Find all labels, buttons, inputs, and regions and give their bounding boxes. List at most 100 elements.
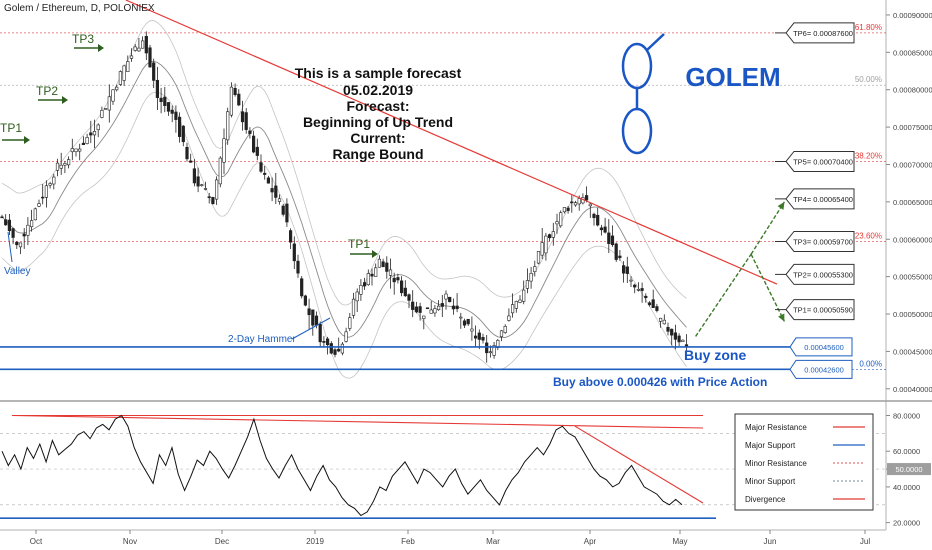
annotation-line-3: Forecast:	[346, 98, 409, 114]
candle-body	[303, 295, 308, 306]
candle-body	[525, 280, 529, 289]
forecast-up-arrow-segment	[695, 253, 752, 337]
candle-body	[577, 198, 581, 205]
candle-body	[92, 131, 97, 136]
candle-body	[359, 285, 363, 295]
legend-label: Major Resistance	[745, 423, 807, 432]
candle-body	[411, 301, 415, 310]
tp2-left-label: TP2	[36, 84, 58, 98]
band-middle	[1, 60, 687, 339]
candle-body	[229, 86, 234, 116]
candle-body	[318, 324, 322, 343]
candle-body	[625, 266, 629, 274]
candle-body	[85, 137, 89, 144]
candle-body	[44, 185, 48, 198]
candle-body	[200, 184, 204, 187]
price-axis: 0.00090000 0.00085000 0.00080000 0.00075000…	[886, 11, 932, 394]
fib-label: 50.00%	[855, 75, 882, 84]
candle-body	[425, 307, 430, 310]
forecast-down-arrow-segment	[750, 253, 786, 322]
time-tick-label: Dec	[215, 537, 229, 546]
tp-boxes: TP6= 0.00087600 TP5= 0.00070400 TP4= 0.000…	[775, 22, 855, 379]
candle-body	[215, 179, 219, 200]
candle-body	[255, 146, 259, 156]
rsi-tick-label: 60.0000	[893, 447, 920, 456]
candle-body	[488, 351, 493, 354]
hammer-pointer	[291, 317, 331, 340]
forecast-arrows	[695, 201, 786, 337]
candle-body	[211, 196, 215, 205]
candle-body	[329, 343, 333, 354]
candle-body	[0, 216, 4, 219]
rsi-tick-label: 20.0000	[893, 519, 920, 528]
candle-body	[429, 309, 433, 314]
candle-body	[4, 219, 8, 226]
candle-body	[551, 231, 555, 238]
candle-body	[281, 205, 285, 215]
candle-body	[67, 159, 71, 166]
fib-label: 23.60%	[855, 231, 882, 240]
candle-body	[22, 233, 26, 237]
band-upper	[1, 20, 687, 306]
tp-box	[785, 263, 855, 285]
candle-body	[547, 234, 552, 239]
rsi-last-value-badge	[887, 463, 931, 476]
candle-body	[392, 277, 396, 283]
fib-levels: 61.80% 50.00% 38.20% 23.60% 0.00%	[0, 23, 886, 370]
candle-body	[29, 220, 34, 228]
candle-body	[407, 294, 411, 301]
rsi-pane: 80.0000 60.0000 50.0000 40.0000 20.0000 Major…	[0, 412, 931, 528]
candle-body	[362, 282, 367, 287]
candle-body	[673, 332, 677, 340]
time-tick-label: Jun	[764, 537, 777, 546]
candle-body	[366, 273, 370, 286]
buy-box-label: 0.00042600	[804, 365, 844, 374]
rsi-tick-label: 40.0000	[893, 483, 920, 492]
candles	[0, 31, 689, 363]
valley-pointer	[7, 231, 13, 263]
candle-body	[288, 230, 293, 243]
candle-body	[222, 138, 226, 163]
candle-body	[462, 320, 467, 326]
candle-body	[163, 96, 167, 106]
buy-zone-label: Buy zone	[684, 347, 746, 363]
rsi-legend: Major Resistance Major Support Minor Resis…	[734, 413, 874, 511]
candle-body	[348, 317, 352, 329]
tp-box	[785, 230, 855, 252]
candle-body	[607, 232, 611, 244]
candle-body	[559, 212, 563, 227]
candle-body	[473, 335, 478, 339]
candle-body	[610, 235, 615, 246]
forecast-down-arrow-head	[778, 313, 785, 322]
buy-box-label: 0.00045600	[804, 343, 844, 352]
symbol-title: Golem / Ethereum, D, POLONIEX	[4, 3, 155, 14]
candle-body	[477, 332, 481, 340]
candle-body	[481, 337, 485, 341]
candle-body	[70, 148, 74, 153]
candle-body	[418, 306, 422, 313]
candle-body	[340, 343, 345, 354]
candle-body	[18, 242, 23, 248]
candle-body	[444, 293, 448, 300]
candle-body	[15, 241, 19, 246]
time-tick-label: Mar	[486, 537, 500, 546]
rsi-line	[1, 414, 683, 517]
candle-body	[100, 110, 104, 118]
candle-body	[277, 198, 282, 202]
tp-box-label: TP3= 0.00059700	[793, 237, 853, 246]
candle-body	[570, 201, 574, 204]
candle-body	[618, 255, 622, 258]
candle-body	[629, 279, 633, 282]
candle-body	[152, 62, 156, 81]
candle-body	[651, 299, 655, 308]
forecast-annotation: This is a sample forecast 05.02.2019 For…	[295, 65, 462, 162]
candle-body	[26, 224, 30, 236]
buy-box	[789, 359, 853, 379]
candle-body	[603, 226, 607, 233]
candle-body	[466, 318, 470, 325]
annotation-line-6: Range Bound	[333, 146, 424, 162]
candle-body	[314, 315, 319, 326]
tp3-left-label: TP3	[72, 32, 94, 46]
candle-body	[573, 202, 578, 206]
candle-body	[41, 196, 45, 199]
